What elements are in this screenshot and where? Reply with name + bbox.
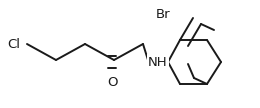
Text: Cl: Cl: [8, 37, 21, 51]
Text: Br: Br: [156, 7, 170, 21]
Text: NH: NH: [148, 56, 168, 68]
Text: O: O: [107, 75, 117, 88]
